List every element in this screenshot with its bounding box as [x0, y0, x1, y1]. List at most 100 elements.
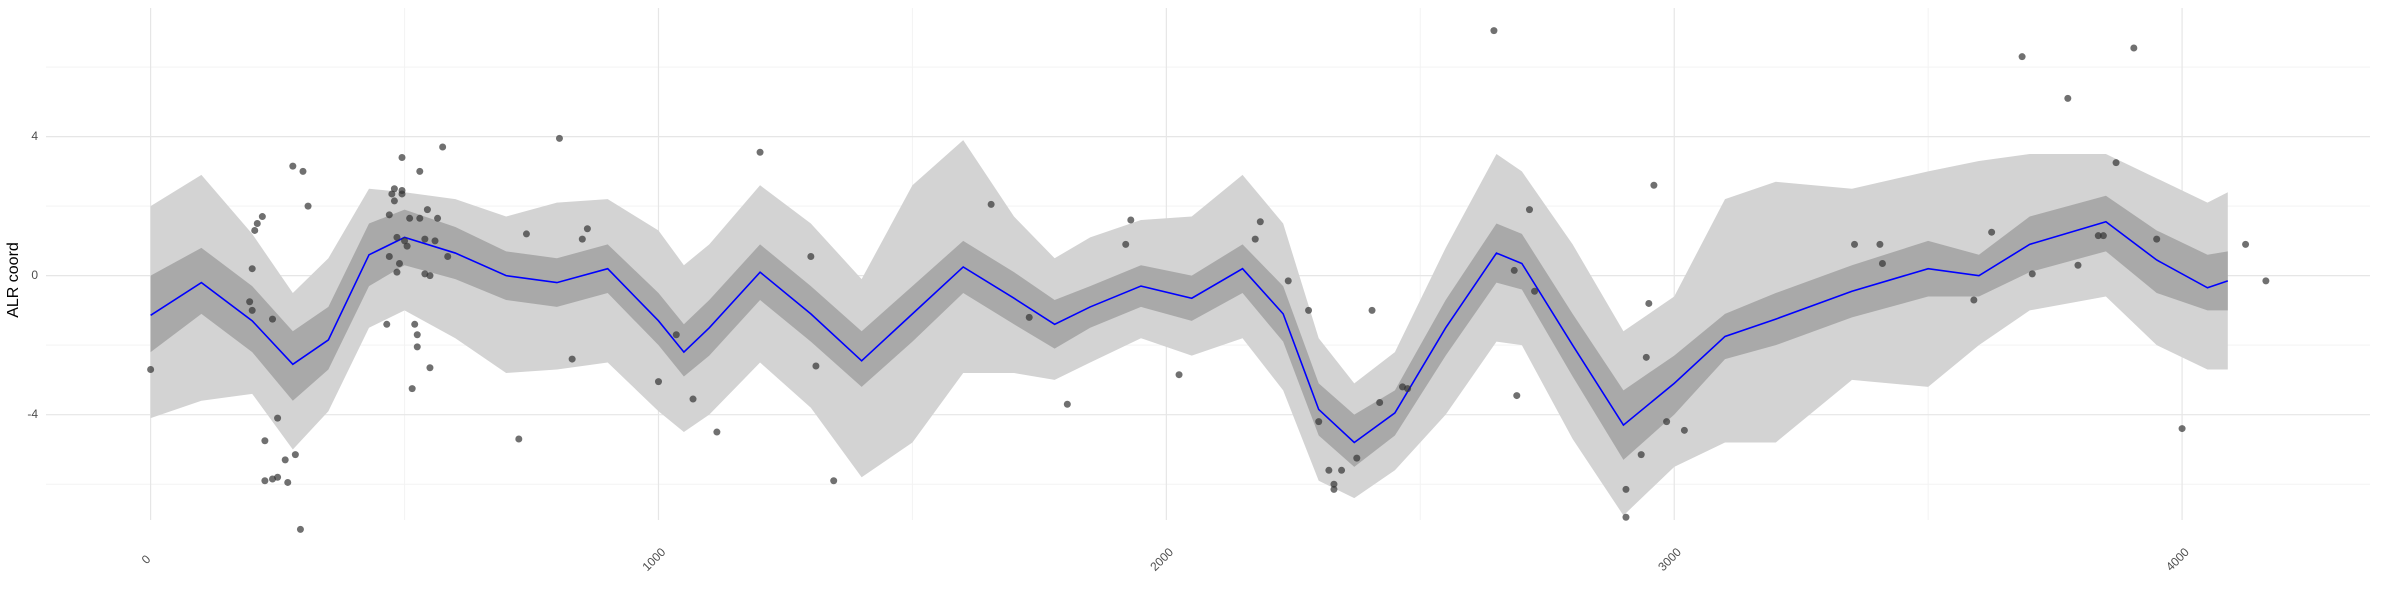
x-tick-label: 3000	[1655, 545, 1684, 574]
data-point	[1175, 371, 1183, 379]
data-point	[2099, 232, 2107, 240]
smooth-line	[150, 220, 2229, 444]
data-point	[403, 242, 411, 250]
data-point	[1315, 418, 1323, 426]
data-point	[689, 395, 697, 403]
x-tick-label: 1000	[640, 545, 669, 574]
data-point	[413, 331, 421, 339]
data-point	[393, 268, 401, 276]
data-point	[426, 272, 434, 280]
data-point	[1251, 235, 1259, 243]
data-point	[756, 148, 764, 156]
data-point	[1284, 277, 1292, 285]
data-point	[296, 525, 304, 533]
data-point	[258, 213, 266, 221]
data-point	[261, 477, 269, 485]
y-tick-label: 0	[31, 268, 38, 282]
data-point	[274, 473, 282, 481]
data-point	[431, 237, 439, 245]
data-point	[291, 451, 299, 459]
data-point	[1338, 466, 1346, 474]
data-point	[578, 235, 586, 243]
data-point	[1878, 259, 1886, 267]
data-point	[147, 365, 155, 373]
x-tick-label: 2000	[1147, 545, 1176, 574]
data-point	[1330, 480, 1338, 488]
data-point	[385, 253, 393, 261]
data-point	[1325, 466, 1333, 474]
data-point	[284, 478, 292, 486]
data-point	[1876, 240, 1884, 248]
data-point	[248, 306, 256, 314]
data-point	[426, 364, 434, 372]
data-point	[299, 167, 307, 175]
data-point	[2153, 235, 2161, 243]
data-point	[1680, 426, 1688, 434]
data-point	[393, 233, 401, 241]
data-point	[1650, 181, 1658, 189]
data-point	[1510, 266, 1518, 274]
data-point	[807, 253, 815, 261]
data-point	[401, 237, 409, 245]
y-axis-label: ALR coord	[5, 242, 22, 318]
data-point	[522, 230, 530, 238]
data-point	[2028, 270, 2036, 278]
data-point	[281, 456, 289, 464]
data-point	[1330, 485, 1338, 493]
data-point	[568, 355, 576, 363]
data-point	[1353, 454, 1361, 462]
data-point	[1525, 206, 1533, 214]
data-point	[1622, 513, 1630, 521]
data-point	[672, 331, 680, 339]
data-point	[1404, 385, 1412, 393]
data-point	[2178, 425, 2186, 433]
x-tick-label: 4000	[2163, 545, 2192, 574]
data-point	[1490, 27, 1498, 35]
data-point	[289, 162, 297, 170]
data-point	[421, 235, 429, 243]
data-point	[2262, 277, 2270, 285]
data-point	[2074, 261, 2082, 269]
data-point	[2094, 232, 2102, 240]
data-point	[1368, 306, 1376, 314]
data-point	[383, 320, 391, 328]
y-tick-label: -4	[27, 407, 38, 421]
data-point	[1127, 216, 1135, 224]
data-point	[390, 197, 398, 205]
data-point	[439, 143, 447, 151]
confidence-band	[150, 140, 2228, 516]
data-point	[1025, 313, 1033, 321]
data-point	[1531, 287, 1539, 295]
data-point	[246, 298, 254, 306]
data-point	[416, 167, 424, 175]
confidence-band	[150, 195, 2228, 467]
data-point	[1663, 418, 1671, 426]
y-tick-label: 4	[31, 129, 38, 143]
data-point	[2130, 44, 2138, 52]
data-point	[2064, 94, 2072, 102]
data-point	[1645, 299, 1653, 307]
data-point	[654, 378, 662, 386]
data-point	[1376, 399, 1384, 407]
data-point	[248, 265, 256, 273]
data-point	[1063, 400, 1071, 408]
data-point	[713, 428, 721, 436]
data-point	[2018, 53, 2026, 61]
data-point	[261, 437, 269, 445]
data-point	[408, 385, 416, 393]
data-point	[253, 220, 261, 228]
data-point	[398, 186, 406, 194]
data-point	[1622, 485, 1630, 493]
data-point	[411, 320, 419, 328]
data-point	[251, 226, 259, 234]
data-point	[812, 362, 820, 370]
data-point	[1637, 451, 1645, 459]
data-point	[830, 477, 838, 485]
data-point	[987, 200, 995, 208]
data-point	[274, 414, 282, 422]
data-point	[1513, 392, 1521, 400]
data-point	[1256, 218, 1264, 226]
data-point	[423, 206, 431, 214]
data-point	[1988, 228, 1996, 236]
data-point	[385, 211, 393, 219]
